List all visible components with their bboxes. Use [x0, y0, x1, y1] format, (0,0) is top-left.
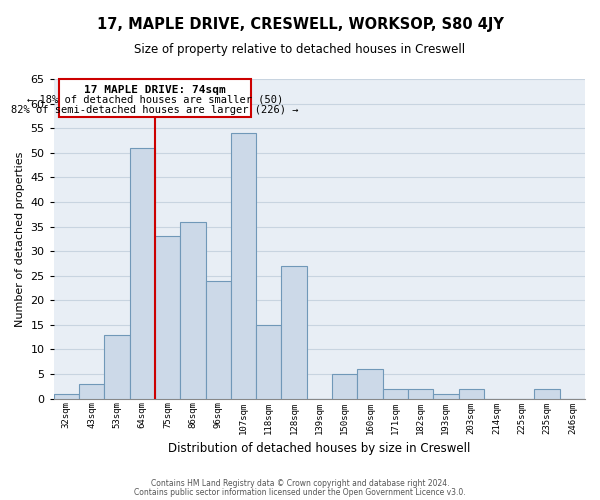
Bar: [332, 374, 358, 398]
Bar: [104, 334, 130, 398]
Text: Contains public sector information licensed under the Open Government Licence v3: Contains public sector information licen…: [134, 488, 466, 497]
Bar: [383, 389, 408, 398]
Bar: [180, 222, 206, 398]
Bar: [79, 384, 104, 398]
Bar: [206, 280, 231, 398]
Text: ← 18% of detached houses are smaller (50): ← 18% of detached houses are smaller (50…: [27, 94, 283, 104]
Bar: [281, 266, 307, 398]
Bar: [458, 389, 484, 398]
Bar: [535, 389, 560, 398]
Bar: [155, 236, 180, 398]
FancyBboxPatch shape: [59, 79, 251, 118]
Bar: [54, 394, 79, 398]
X-axis label: Distribution of detached houses by size in Creswell: Distribution of detached houses by size …: [168, 442, 470, 455]
Text: 82% of semi-detached houses are larger (226) →: 82% of semi-detached houses are larger (…: [11, 105, 299, 115]
Bar: [130, 148, 155, 399]
Y-axis label: Number of detached properties: Number of detached properties: [15, 151, 25, 326]
Text: Size of property relative to detached houses in Creswell: Size of property relative to detached ho…: [134, 42, 466, 56]
Bar: [256, 325, 281, 398]
Bar: [433, 394, 458, 398]
Text: 17 MAPLE DRIVE: 74sqm: 17 MAPLE DRIVE: 74sqm: [84, 85, 226, 95]
Bar: [231, 133, 256, 398]
Text: 17, MAPLE DRIVE, CRESWELL, WORKSOP, S80 4JY: 17, MAPLE DRIVE, CRESWELL, WORKSOP, S80 …: [97, 18, 503, 32]
Bar: [408, 389, 433, 398]
Bar: [358, 369, 383, 398]
Text: Contains HM Land Registry data © Crown copyright and database right 2024.: Contains HM Land Registry data © Crown c…: [151, 478, 449, 488]
